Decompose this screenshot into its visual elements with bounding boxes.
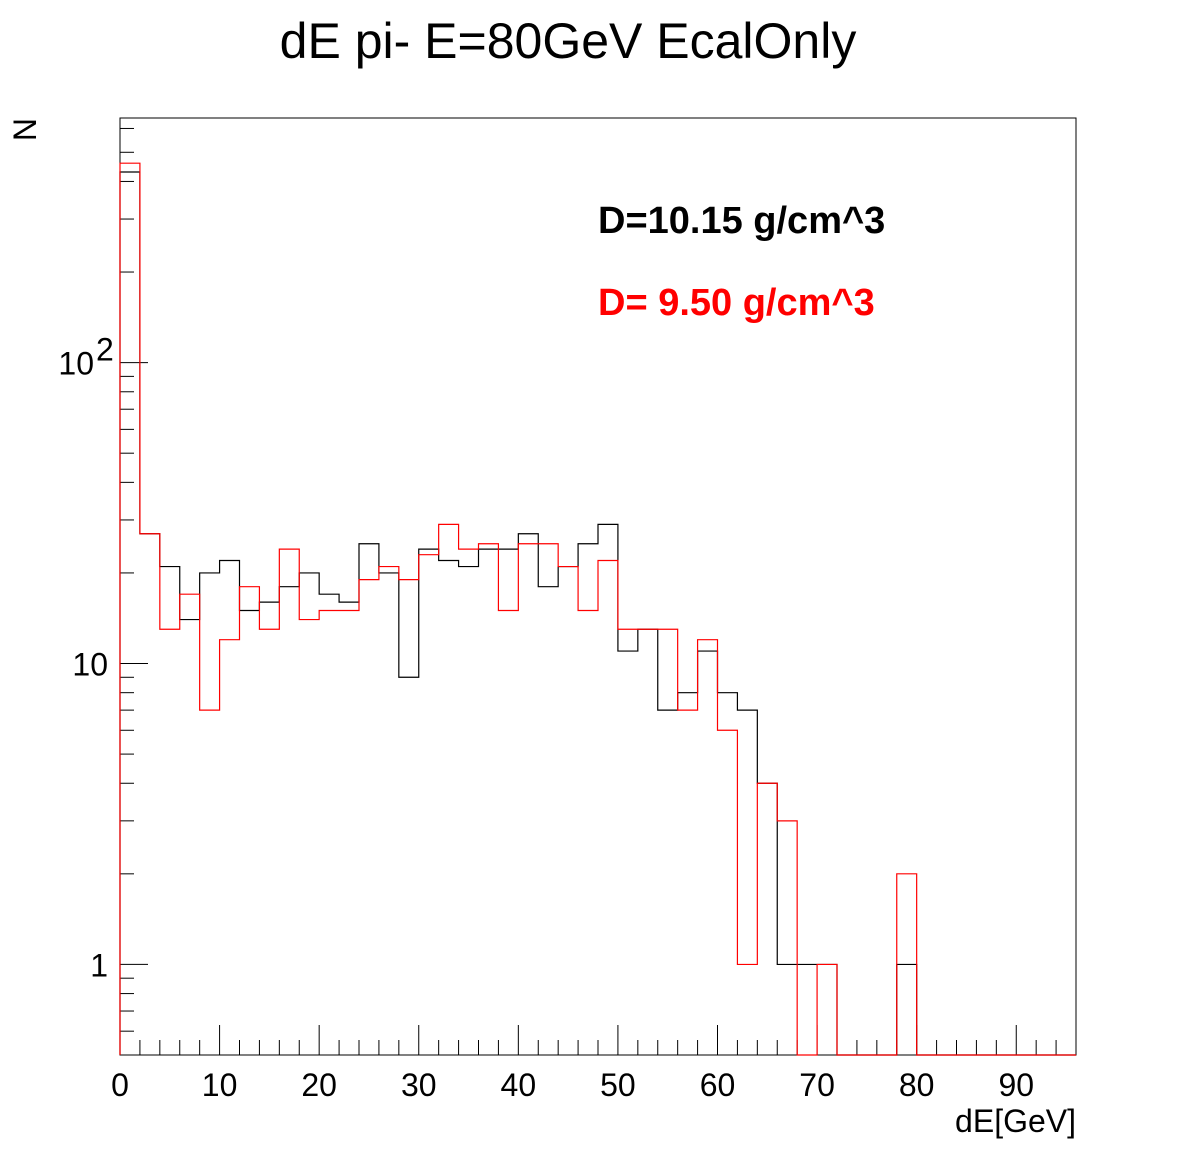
y-axis-label: N <box>7 118 43 141</box>
chart-title: dE pi- E=80GeV EcalOnly <box>280 13 857 69</box>
x-tick-label: 40 <box>501 1067 537 1103</box>
x-tick-label: 80 <box>899 1067 935 1103</box>
y-tick-label: 1 <box>90 947 108 983</box>
legend-entry-2: D= 9.50 g/cm^3 <box>598 282 875 324</box>
x-axis-ticks: 0 10 20 30 40 50 60 70 80 90 <box>111 1025 1077 1103</box>
x-tick-label: 50 <box>600 1067 636 1103</box>
x-tick-label: 0 <box>111 1067 129 1103</box>
histogram-series-2 <box>119 162 1076 1056</box>
y-tick-label: 10 <box>58 346 94 382</box>
x-tick-label: 10 <box>202 1067 238 1103</box>
x-tick-label: 60 <box>700 1067 736 1103</box>
legend-entry-1: D=10.15 g/cm^3 <box>598 200 885 242</box>
x-tick-label: 70 <box>799 1067 835 1103</box>
series-layer <box>119 162 1076 1056</box>
x-axis-label: dE[GeV] <box>955 1103 1076 1139</box>
x-tick-label: 20 <box>301 1067 337 1103</box>
x-tick-label: 30 <box>401 1067 437 1103</box>
y-tick-label: 10 <box>72 647 108 683</box>
legend: D=10.15 g/cm^3 D= 9.50 g/cm^3 <box>598 200 885 324</box>
x-tick-label: 90 <box>998 1067 1034 1103</box>
y-tick-exponent: 2 <box>96 332 114 368</box>
